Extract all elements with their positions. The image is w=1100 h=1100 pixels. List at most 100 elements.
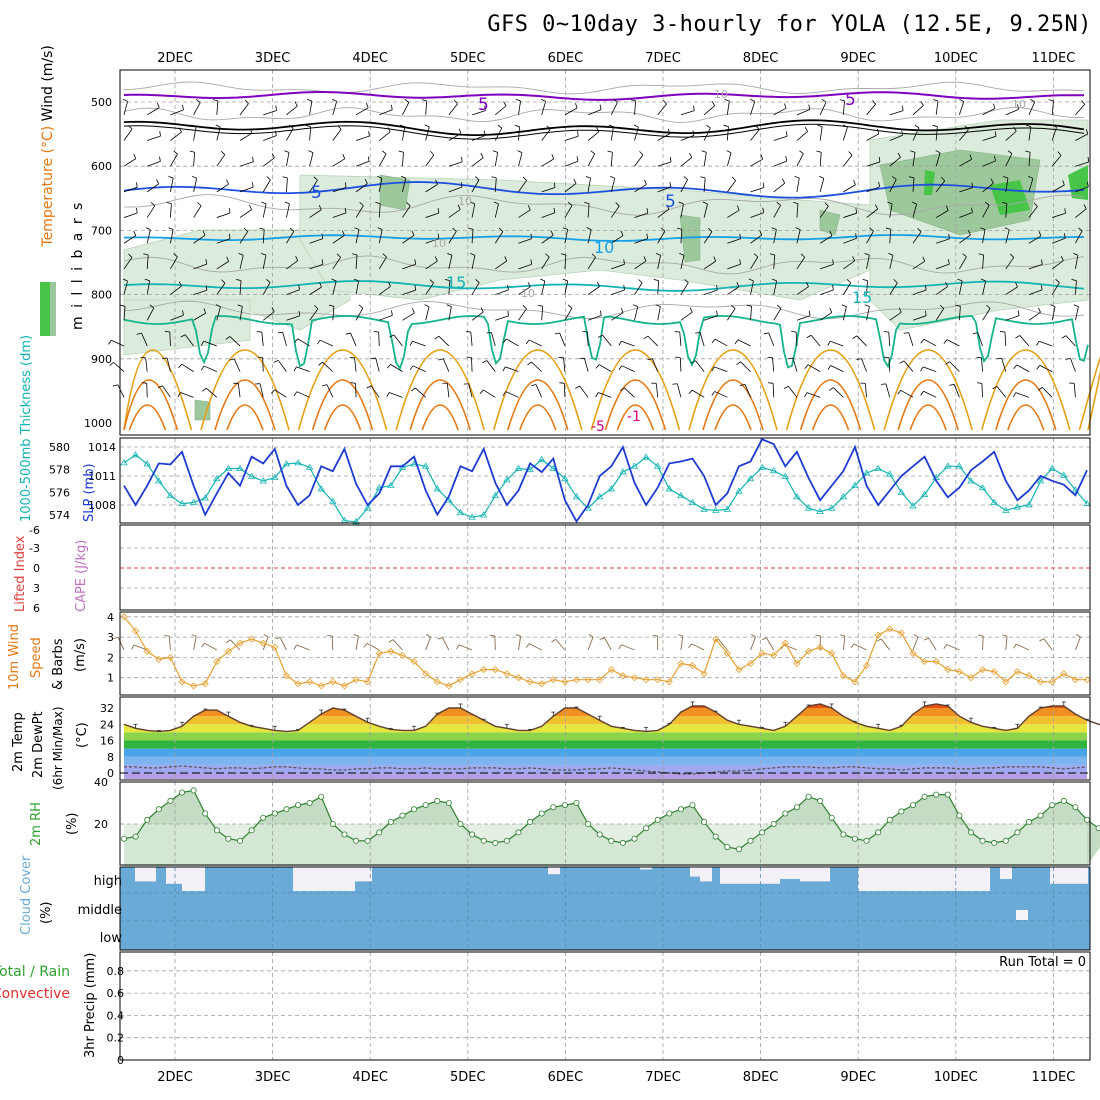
wind-barb — [587, 315, 602, 321]
wind-barb — [750, 212, 764, 218]
level-label-middle: middle — [78, 903, 122, 918]
wind-barb-flag — [884, 356, 890, 359]
y-axis-label-left: Total / Rain — [0, 964, 70, 980]
wind-barb — [982, 205, 990, 218]
wind-barb — [448, 209, 461, 218]
wind-speed-marker — [1002, 678, 1010, 686]
wind-barb — [425, 282, 434, 295]
wind-barb-flag — [180, 334, 186, 338]
wind-barb-flag — [424, 304, 430, 308]
wind-speed-marker — [1013, 668, 1021, 676]
thickness-marker — [688, 498, 697, 505]
wind-speed-marker — [294, 680, 302, 688]
wind-barb — [598, 392, 612, 398]
wind-barb-flag — [994, 155, 996, 162]
wind-barb — [796, 153, 804, 167]
wind-speed-marker — [236, 639, 244, 647]
wind-barb — [518, 308, 527, 321]
wind-barb — [216, 183, 229, 193]
wind-barb-flag — [676, 227, 683, 230]
wind-barb-flag — [120, 304, 126, 307]
wind-speed-marker — [410, 657, 418, 666]
wind-barb-flag — [739, 233, 741, 239]
wind-barb — [611, 289, 625, 295]
wind-barb-flag — [607, 150, 613, 153]
wind-barb-flag — [178, 363, 183, 369]
wind-barb-flag — [108, 339, 112, 345]
wind-barb — [959, 159, 972, 167]
wind-barb-flag — [880, 383, 887, 385]
wind-barb — [773, 308, 782, 321]
y-tick-label: 16 — [100, 735, 114, 748]
wind-barb — [587, 256, 596, 270]
wind-barb-flag — [869, 227, 874, 232]
thickness-marker — [700, 505, 708, 512]
wind-barb-flag — [911, 201, 917, 205]
wind-barb-flag — [806, 281, 809, 287]
wind-barb — [634, 282, 643, 295]
wind-barb — [355, 254, 358, 269]
wind-barb — [425, 184, 438, 193]
wind-barb-flag — [178, 127, 182, 133]
wind-barb — [239, 280, 242, 295]
rh-marker — [538, 810, 545, 817]
wind-barb — [587, 131, 600, 141]
wind-barb-flag — [967, 230, 971, 235]
wind-barb — [634, 306, 639, 321]
wind-barb-flag — [939, 304, 944, 309]
wind-barb-flag — [386, 392, 390, 398]
wind-barb — [657, 306, 661, 321]
wind-barb — [113, 362, 125, 372]
wind-speed-marker — [770, 651, 778, 659]
thickness-marker — [201, 494, 209, 501]
wind-barb — [1028, 152, 1031, 167]
wind-speed-marker — [155, 655, 163, 663]
wind-barb — [146, 205, 156, 218]
wind-barb — [699, 332, 705, 347]
wind-speed-marker — [282, 672, 290, 680]
wind-barb — [216, 100, 219, 115]
rh-shade-dark-2 — [924, 170, 935, 195]
wind-barb-flag — [817, 124, 823, 128]
wind-barb — [842, 306, 847, 321]
wind-barb — [169, 331, 171, 346]
rh-marker — [585, 821, 592, 828]
wind-barb — [936, 238, 950, 244]
wind-barb — [703, 177, 706, 192]
rh-marker — [863, 837, 870, 844]
wind-barb-flag — [257, 356, 263, 359]
wind-barb — [471, 282, 480, 295]
wind-barb — [332, 129, 342, 141]
wind-barb — [634, 100, 637, 115]
wind-barb — [610, 102, 618, 116]
wind-barb — [796, 257, 806, 270]
rh-marker — [515, 829, 522, 836]
wind-barb-flag — [643, 256, 647, 262]
thickness-marker — [920, 490, 929, 497]
rh-marker — [144, 816, 151, 823]
wind-barb-flag — [1038, 307, 1041, 313]
wind-barb — [425, 238, 440, 244]
wind-barb-flag — [225, 336, 231, 340]
wind-barb-flag — [109, 362, 114, 366]
wind-barb-flag — [128, 125, 133, 130]
wind-barb — [448, 306, 452, 321]
wind-barb — [1028, 101, 1036, 116]
wind-barb — [216, 306, 221, 321]
y-tick-label: 0.2 — [107, 1032, 125, 1045]
y-axis-label-right: CAPE (J/kg) — [74, 540, 89, 612]
rh-marker — [121, 835, 128, 842]
wind-barb — [843, 260, 855, 270]
wind-barb — [262, 203, 267, 218]
wind-barb-flag — [447, 252, 453, 256]
wind-barb — [193, 126, 197, 141]
wind-barb — [657, 208, 670, 218]
wind-barb-flag — [122, 98, 128, 102]
contour-arch — [590, 349, 681, 431]
wind-speed-marker — [839, 672, 847, 680]
wind-barb — [564, 160, 579, 167]
y-tick-label-right: 1008 — [88, 499, 116, 512]
wind-barb-flag — [708, 227, 713, 232]
wind-barb-flag — [298, 284, 300, 290]
wind-barb-flag — [630, 99, 636, 102]
